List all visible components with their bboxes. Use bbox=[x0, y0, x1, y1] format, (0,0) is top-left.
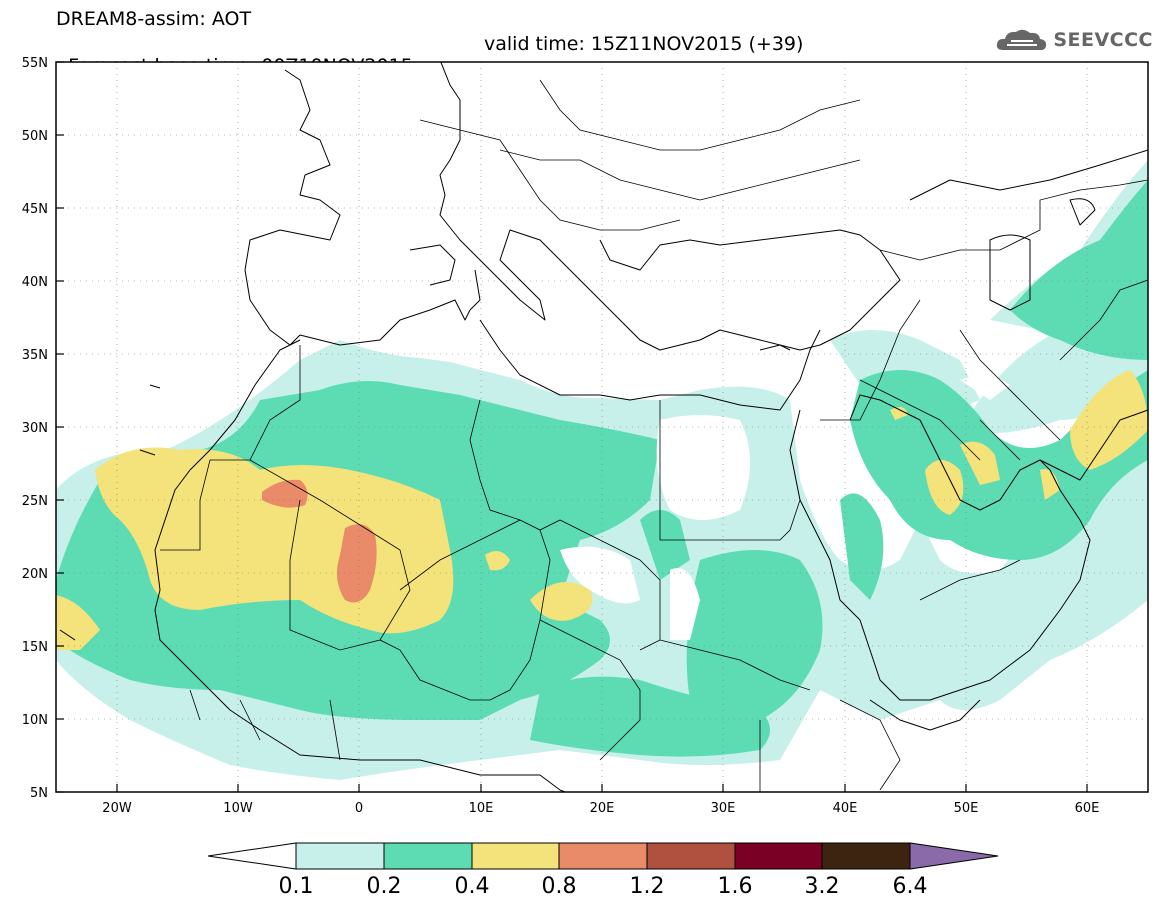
colorbar-segment bbox=[646, 842, 736, 870]
lat-label: 45N bbox=[22, 202, 48, 217]
colorbar-label: 6.4 bbox=[893, 874, 928, 899]
colorbar-high-arrow bbox=[909, 842, 999, 870]
country-borders bbox=[160, 79, 1148, 792]
lon-label: 30E bbox=[711, 801, 736, 816]
lon-label: 20E bbox=[590, 801, 615, 816]
colorbar bbox=[207, 842, 999, 870]
colorbar-label: 0.8 bbox=[542, 874, 577, 899]
colorbar-segment bbox=[295, 842, 385, 870]
longitude-labels: 20W 10W 0 10E 20E 30E 40E 50E 60E bbox=[102, 801, 1099, 816]
colorbar-segment bbox=[734, 842, 823, 870]
lat-label: 40N bbox=[22, 275, 48, 290]
lat-label: 20N bbox=[22, 567, 48, 582]
cloud-icon bbox=[997, 29, 1047, 51]
colorbar-label: 0.2 bbox=[367, 874, 402, 899]
colorbar-label: 1.6 bbox=[718, 874, 753, 899]
colorbar-segment bbox=[383, 842, 473, 870]
lat-label: 5N bbox=[30, 786, 48, 801]
axis-ticks bbox=[56, 61, 1088, 793]
colorbar-segment bbox=[471, 842, 560, 870]
lat-label: 35N bbox=[22, 348, 48, 363]
lat-label: 25N bbox=[22, 494, 48, 509]
seevccc-logo: SEEVCCC bbox=[995, 25, 1153, 55]
lon-label: 20W bbox=[102, 801, 132, 816]
colorbar-labels: 0.1 0.2 0.4 0.8 1.2 1.6 3.2 6.4 bbox=[279, 874, 928, 899]
latitude-labels: 5N 10N 15N 20N 25N 30N 35N 40N 45N 50N 5… bbox=[22, 56, 48, 801]
colorbar-label: 3.2 bbox=[805, 874, 840, 899]
coastlines bbox=[59, 62, 1148, 792]
low-aot-areas bbox=[560, 376, 1010, 640]
lat-label: 10N bbox=[22, 713, 48, 728]
colorbar-low-arrow bbox=[207, 842, 297, 870]
valid-time: valid time: 15Z11NOV2015 (+39) bbox=[484, 33, 804, 55]
lat-label: 30N bbox=[22, 421, 48, 436]
map-title: DREAM8-assim: AOT bbox=[56, 8, 252, 30]
lon-label: 10E bbox=[469, 801, 494, 816]
lon-label: 60E bbox=[1075, 801, 1100, 816]
lat-label: 50N bbox=[22, 129, 48, 144]
lat-label: 15N bbox=[22, 640, 48, 655]
logo-text: SEEVCCC bbox=[1053, 29, 1153, 51]
colorbar-label: 0.4 bbox=[455, 874, 490, 899]
colorbar-label: 0.1 bbox=[279, 874, 314, 899]
lon-label: 50E bbox=[954, 801, 979, 816]
colorbar-label: 1.2 bbox=[630, 874, 665, 899]
lat-label: 55N bbox=[22, 56, 48, 71]
lon-label: 0 bbox=[355, 801, 363, 816]
lon-label: 10W bbox=[223, 801, 253, 816]
colorbar-segment bbox=[558, 842, 648, 870]
colorbar-segment bbox=[821, 842, 911, 870]
lon-label: 40E bbox=[833, 801, 858, 816]
graticule bbox=[56, 62, 1148, 792]
